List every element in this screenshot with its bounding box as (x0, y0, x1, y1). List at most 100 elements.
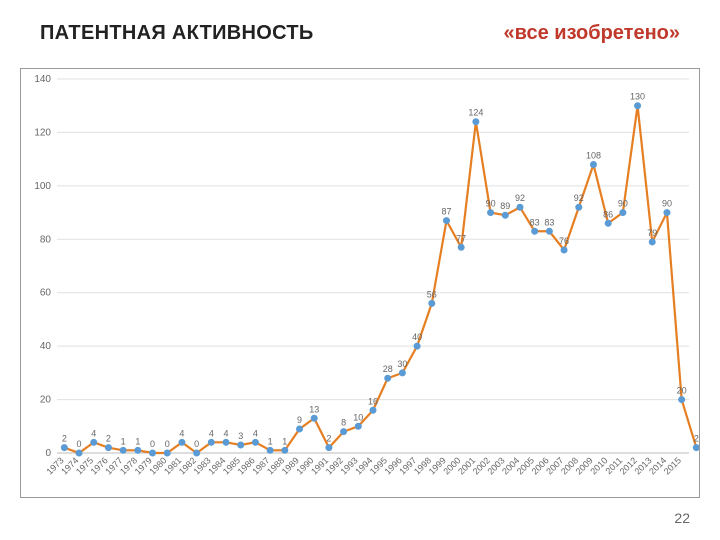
data-label: 90 (486, 199, 496, 209)
chart-svg: 0204060801001201401973197419751976197719… (21, 69, 699, 497)
data-marker (238, 442, 244, 448)
data-label: 2 (106, 434, 111, 444)
data-marker (61, 445, 67, 451)
data-marker (679, 397, 685, 403)
data-label: 130 (630, 92, 645, 102)
data-marker (502, 212, 508, 218)
data-marker (370, 407, 376, 413)
data-marker (194, 450, 200, 456)
y-tick-label: 20 (40, 395, 52, 406)
data-marker (605, 220, 611, 226)
data-marker (429, 300, 435, 306)
data-label: 90 (618, 199, 628, 209)
title-row: ПАТЕНТНАЯ АКТИВНОСТЬ «все изобретено» (40, 22, 680, 45)
data-label: 83 (544, 217, 554, 227)
y-tick-label: 140 (34, 74, 51, 85)
slide: ПАТЕНТНАЯ АКТИВНОСТЬ «все изобретено» 02… (0, 0, 720, 540)
data-marker (576, 204, 582, 210)
data-label: 4 (209, 428, 214, 438)
data-marker (355, 423, 361, 429)
data-marker (664, 210, 670, 216)
x-tick-label: 2015 (662, 455, 683, 476)
data-label: 3 (238, 431, 243, 441)
data-marker (326, 445, 332, 451)
data-marker (208, 439, 214, 445)
data-label: 108 (586, 150, 601, 160)
data-label: 0 (150, 439, 155, 449)
data-label: 77 (456, 233, 466, 243)
data-marker (635, 103, 641, 109)
data-label: 0 (165, 439, 170, 449)
data-label: 92 (515, 193, 525, 203)
data-label: 30 (397, 359, 407, 369)
data-label: 8 (341, 418, 346, 428)
data-label: 92 (574, 193, 584, 203)
title-right: «все изобретено» (504, 22, 680, 45)
data-label: 89 (500, 201, 510, 211)
data-marker (517, 204, 523, 210)
y-tick-label: 40 (40, 341, 52, 352)
data-marker (473, 119, 479, 125)
data-label: 83 (530, 217, 540, 227)
data-marker (546, 228, 552, 234)
data-marker (488, 210, 494, 216)
data-label: 76 (559, 236, 569, 246)
data-label: 4 (253, 428, 258, 438)
data-marker (223, 439, 229, 445)
data-label: 9 (297, 415, 302, 425)
data-marker (561, 247, 567, 253)
data-label: 79 (647, 228, 657, 238)
data-label: 0 (194, 439, 199, 449)
data-marker (120, 447, 126, 453)
data-marker (76, 450, 82, 456)
data-label: 28 (383, 364, 393, 374)
data-label: 56 (427, 289, 437, 299)
data-label: 1 (282, 436, 287, 446)
data-marker (414, 343, 420, 349)
data-marker (267, 447, 273, 453)
data-marker (135, 447, 141, 453)
data-label: 16 (368, 396, 378, 406)
data-label: 4 (179, 428, 184, 438)
data-label: 0 (77, 439, 82, 449)
data-marker (311, 415, 317, 421)
data-marker (620, 210, 626, 216)
y-tick-label: 0 (45, 448, 51, 459)
chart-area: 0204060801001201401973197419751976197719… (20, 68, 700, 498)
data-marker (91, 439, 97, 445)
title-left: ПАТЕНТНАЯ АКТИВНОСТЬ (40, 22, 314, 45)
data-marker (297, 426, 303, 432)
y-tick-label: 60 (40, 288, 52, 299)
y-tick-label: 100 (34, 181, 51, 192)
data-label: 87 (441, 207, 451, 217)
data-label: 4 (91, 428, 96, 438)
page-number: 22 (674, 510, 690, 526)
data-label: 2 (62, 434, 67, 444)
data-label: 2 (694, 434, 699, 444)
data-line (64, 106, 696, 453)
data-marker (458, 244, 464, 250)
data-marker (590, 161, 596, 167)
data-marker (693, 445, 699, 451)
data-marker (150, 450, 156, 456)
data-label: 4 (224, 428, 229, 438)
data-label: 124 (468, 108, 483, 118)
data-marker (399, 370, 405, 376)
data-marker (252, 439, 258, 445)
data-marker (164, 450, 170, 456)
data-marker (105, 445, 111, 451)
data-label: 1 (268, 436, 273, 446)
data-label: 1 (121, 436, 126, 446)
data-marker (649, 239, 655, 245)
data-marker (385, 375, 391, 381)
data-label: 2 (326, 434, 331, 444)
data-label: 1 (135, 436, 140, 446)
data-marker (341, 429, 347, 435)
y-tick-label: 80 (40, 234, 52, 245)
data-marker (443, 218, 449, 224)
data-label: 20 (677, 386, 687, 396)
data-marker (282, 447, 288, 453)
data-label: 13 (309, 404, 319, 414)
data-label: 10 (353, 412, 363, 422)
data-label: 90 (662, 199, 672, 209)
